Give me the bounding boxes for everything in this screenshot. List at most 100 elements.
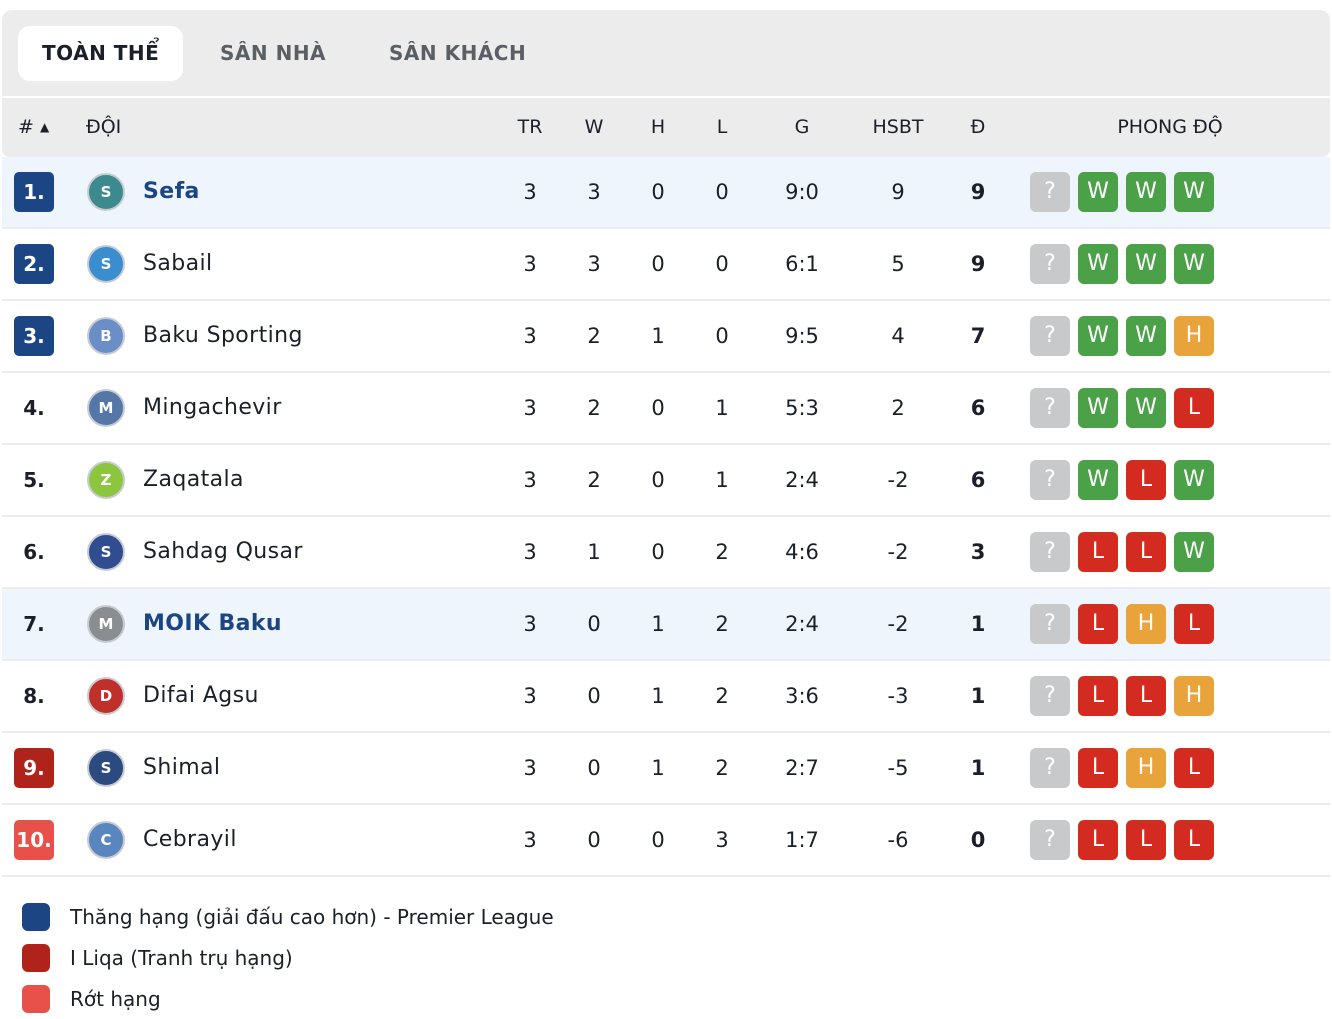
- goals-cell: 6:1: [785, 252, 819, 276]
- played-cell: 3: [523, 828, 537, 852]
- form-badge-W[interactable]: W: [1174, 172, 1214, 212]
- form-badge-W[interactable]: W: [1078, 388, 1118, 428]
- table-row[interactable]: 4. M Mingachevir 3 2 0 1 5:3 2 6? W W L: [2, 373, 1330, 445]
- sort-ascending-icon: ▲: [39, 120, 50, 134]
- form-badge-L[interactable]: L: [1126, 532, 1166, 572]
- table-row[interactable]: 7. M MOIK Baku 3 0 1 2 2:4 -2 1? L H L: [2, 589, 1330, 661]
- form-unknown-badge[interactable]: ?: [1030, 460, 1070, 500]
- difai-agsu-crest-icon: D: [87, 677, 125, 715]
- goals-cell: 1:7: [785, 828, 819, 852]
- form-badge-H[interactable]: H: [1174, 676, 1214, 716]
- goals-cell: 3:6: [785, 684, 819, 708]
- form-unknown-badge[interactable]: ?: [1030, 820, 1070, 860]
- goals-cell: 2:4: [785, 468, 819, 492]
- form-unknown-badge[interactable]: ?: [1030, 748, 1070, 788]
- form-unknown-badge[interactable]: ?: [1030, 676, 1070, 716]
- form-badge-L[interactable]: L: [1174, 820, 1214, 860]
- form-badge-L[interactable]: L: [1078, 676, 1118, 716]
- form-badge-L[interactable]: L: [1174, 604, 1214, 644]
- goal-diff-cell: -2: [887, 540, 909, 564]
- form-badge-L[interactable]: L: [1078, 532, 1118, 572]
- drawn-cell: 0: [651, 396, 665, 420]
- table-row[interactable]: 9. S Shimal 3 0 1 2 2:7 -5 1? L H L: [2, 733, 1330, 805]
- header-goal-diff[interactable]: HSBT: [872, 116, 924, 138]
- tab-away[interactable]: SÂN KHÁCH: [389, 41, 527, 65]
- won-cell: 0: [587, 684, 601, 708]
- form-badge-H[interactable]: H: [1126, 604, 1166, 644]
- team-name[interactable]: Shimal: [143, 755, 221, 780]
- form-badge-W[interactable]: W: [1126, 316, 1166, 356]
- form-unknown-badge[interactable]: ?: [1030, 172, 1070, 212]
- table-row[interactable]: 5. Z Zaqatala 3 2 0 1 2:4 -2 6? W L W: [2, 445, 1330, 517]
- header-won[interactable]: W: [584, 116, 604, 138]
- form-badge-W[interactable]: W: [1078, 172, 1118, 212]
- header-points[interactable]: Đ: [970, 116, 986, 138]
- team-name[interactable]: MOIK Baku: [143, 611, 282, 636]
- team-name[interactable]: Difai Agsu: [143, 683, 259, 708]
- form-badge-L[interactable]: L: [1078, 748, 1118, 788]
- team-name[interactable]: Sahdag Qusar: [143, 539, 303, 564]
- form-badge-W[interactable]: W: [1174, 460, 1214, 500]
- form-badges: ? W W H: [1030, 316, 1214, 356]
- form-badge-L[interactable]: L: [1078, 820, 1118, 860]
- form-badge-W[interactable]: W: [1126, 172, 1166, 212]
- form-unknown-badge[interactable]: ?: [1030, 244, 1070, 284]
- lost-cell: 2: [715, 684, 729, 708]
- table-row[interactable]: 3. B Baku Sporting 3 2 1 0 9:5 4 7? W W H: [2, 301, 1330, 373]
- legend-label: Thăng hạng (giải đấu cao hơn) - Premier …: [70, 904, 554, 929]
- table-row[interactable]: 10. C Cebrayil 3 0 0 3 1:7 -6 0? L L L: [2, 805, 1330, 877]
- form-badge-W[interactable]: W: [1078, 460, 1118, 500]
- baku-sporting-crest-icon: B: [87, 317, 125, 355]
- form-badge-L[interactable]: L: [1126, 460, 1166, 500]
- tab-home[interactable]: SÂN NHÀ: [220, 41, 327, 65]
- header-team[interactable]: ĐỘI: [86, 116, 122, 138]
- form-badges: ? L H L: [1030, 604, 1214, 644]
- points-cell: 9: [970, 180, 986, 204]
- form-unknown-badge[interactable]: ?: [1030, 388, 1070, 428]
- form-unknown-badge[interactable]: ?: [1030, 604, 1070, 644]
- form-badge-H[interactable]: H: [1126, 748, 1166, 788]
- form-badge-H[interactable]: H: [1174, 316, 1214, 356]
- table-row[interactable]: 2. S Sabail 3 3 0 0 6:1 5 9? W W W: [2, 229, 1330, 301]
- table-row[interactable]: 6. S Sahdag Qusar 3 1 0 2 4:6 -2 3? L L W: [2, 517, 1330, 589]
- form-badge-W[interactable]: W: [1174, 532, 1214, 572]
- team-name[interactable]: Baku Sporting: [143, 323, 303, 348]
- form-badge-W[interactable]: W: [1174, 244, 1214, 284]
- form-unknown-badge[interactable]: ?: [1030, 532, 1070, 572]
- form-badge-L[interactable]: L: [1126, 676, 1166, 716]
- team-name[interactable]: Sabail: [143, 251, 213, 276]
- legend-item: Thăng hạng (giải đấu cao hơn) - Premier …: [22, 896, 554, 937]
- form-badge-L[interactable]: L: [1078, 604, 1118, 644]
- table-row[interactable]: 8. D Difai Agsu 3 0 1 2 3:6 -3 1? L L H: [2, 661, 1330, 733]
- form-badge-W[interactable]: W: [1078, 244, 1118, 284]
- points-cell: 1: [970, 684, 986, 708]
- goal-diff-cell: 4: [891, 324, 905, 348]
- team-name[interactable]: Zaqatala: [143, 467, 244, 492]
- rank-badge: 2.: [14, 244, 54, 284]
- team-name[interactable]: Cebrayil: [143, 827, 237, 852]
- form-badge-W[interactable]: W: [1126, 388, 1166, 428]
- lost-cell: 1: [715, 468, 729, 492]
- won-cell: 2: [587, 468, 601, 492]
- header-rank[interactable]: # ▲: [18, 98, 49, 157]
- tab-overall[interactable]: TOÀN THỂ: [18, 26, 184, 81]
- header-played[interactable]: TR: [517, 116, 543, 138]
- drawn-cell: 0: [651, 540, 665, 564]
- team-name[interactable]: Sefa: [143, 179, 200, 204]
- header-lost[interactable]: L: [716, 116, 728, 138]
- table-row[interactable]: 1. S Sefa 3 3 0 0 9:0 9 9? W W W: [2, 157, 1330, 229]
- legend-item: Rớt hạng: [22, 978, 554, 1019]
- header-goals[interactable]: G: [794, 116, 810, 138]
- rank-badge: 10.: [14, 820, 54, 860]
- form-unknown-badge[interactable]: ?: [1030, 316, 1070, 356]
- rank-badge: 4.: [23, 396, 45, 420]
- form-badge-L[interactable]: L: [1174, 748, 1214, 788]
- form-badge-L[interactable]: L: [1126, 820, 1166, 860]
- team-name[interactable]: Mingachevir: [143, 395, 282, 420]
- sabail-crest-icon: S: [87, 245, 125, 283]
- form-badge-W[interactable]: W: [1078, 316, 1118, 356]
- form-badge-W[interactable]: W: [1126, 244, 1166, 284]
- header-drawn[interactable]: H: [650, 116, 666, 138]
- goal-diff-cell: 9: [891, 180, 905, 204]
- form-badge-L[interactable]: L: [1174, 388, 1214, 428]
